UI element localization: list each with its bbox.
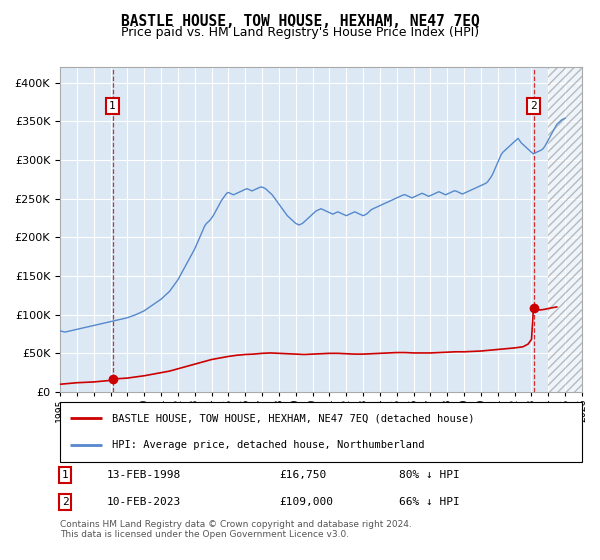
Text: Contains HM Land Registry data © Crown copyright and database right 2024.
This d: Contains HM Land Registry data © Crown c…	[60, 520, 412, 539]
Text: BASTLE HOUSE, TOW HOUSE, HEXHAM, NE47 7EQ (detached house): BASTLE HOUSE, TOW HOUSE, HEXHAM, NE47 7E…	[112, 413, 475, 423]
Text: £16,750: £16,750	[279, 470, 326, 480]
Text: £109,000: £109,000	[279, 497, 333, 507]
Text: 1: 1	[109, 101, 116, 111]
Text: Price paid vs. HM Land Registry's House Price Index (HPI): Price paid vs. HM Land Registry's House …	[121, 26, 479, 39]
Bar	[548, 67, 582, 392]
Text: 10-FEB-2023: 10-FEB-2023	[107, 497, 181, 507]
Text: 66% ↓ HPI: 66% ↓ HPI	[400, 497, 460, 507]
FancyBboxPatch shape	[60, 402, 582, 462]
Text: 1: 1	[62, 470, 68, 480]
Text: 80% ↓ HPI: 80% ↓ HPI	[400, 470, 460, 480]
Text: 2: 2	[530, 101, 537, 111]
Text: HPI: Average price, detached house, Northumberland: HPI: Average price, detached house, Nort…	[112, 440, 425, 450]
Text: BASTLE HOUSE, TOW HOUSE, HEXHAM, NE47 7EQ: BASTLE HOUSE, TOW HOUSE, HEXHAM, NE47 7E…	[121, 14, 479, 29]
Text: 13-FEB-1998: 13-FEB-1998	[107, 470, 181, 480]
Text: 2: 2	[62, 497, 68, 507]
